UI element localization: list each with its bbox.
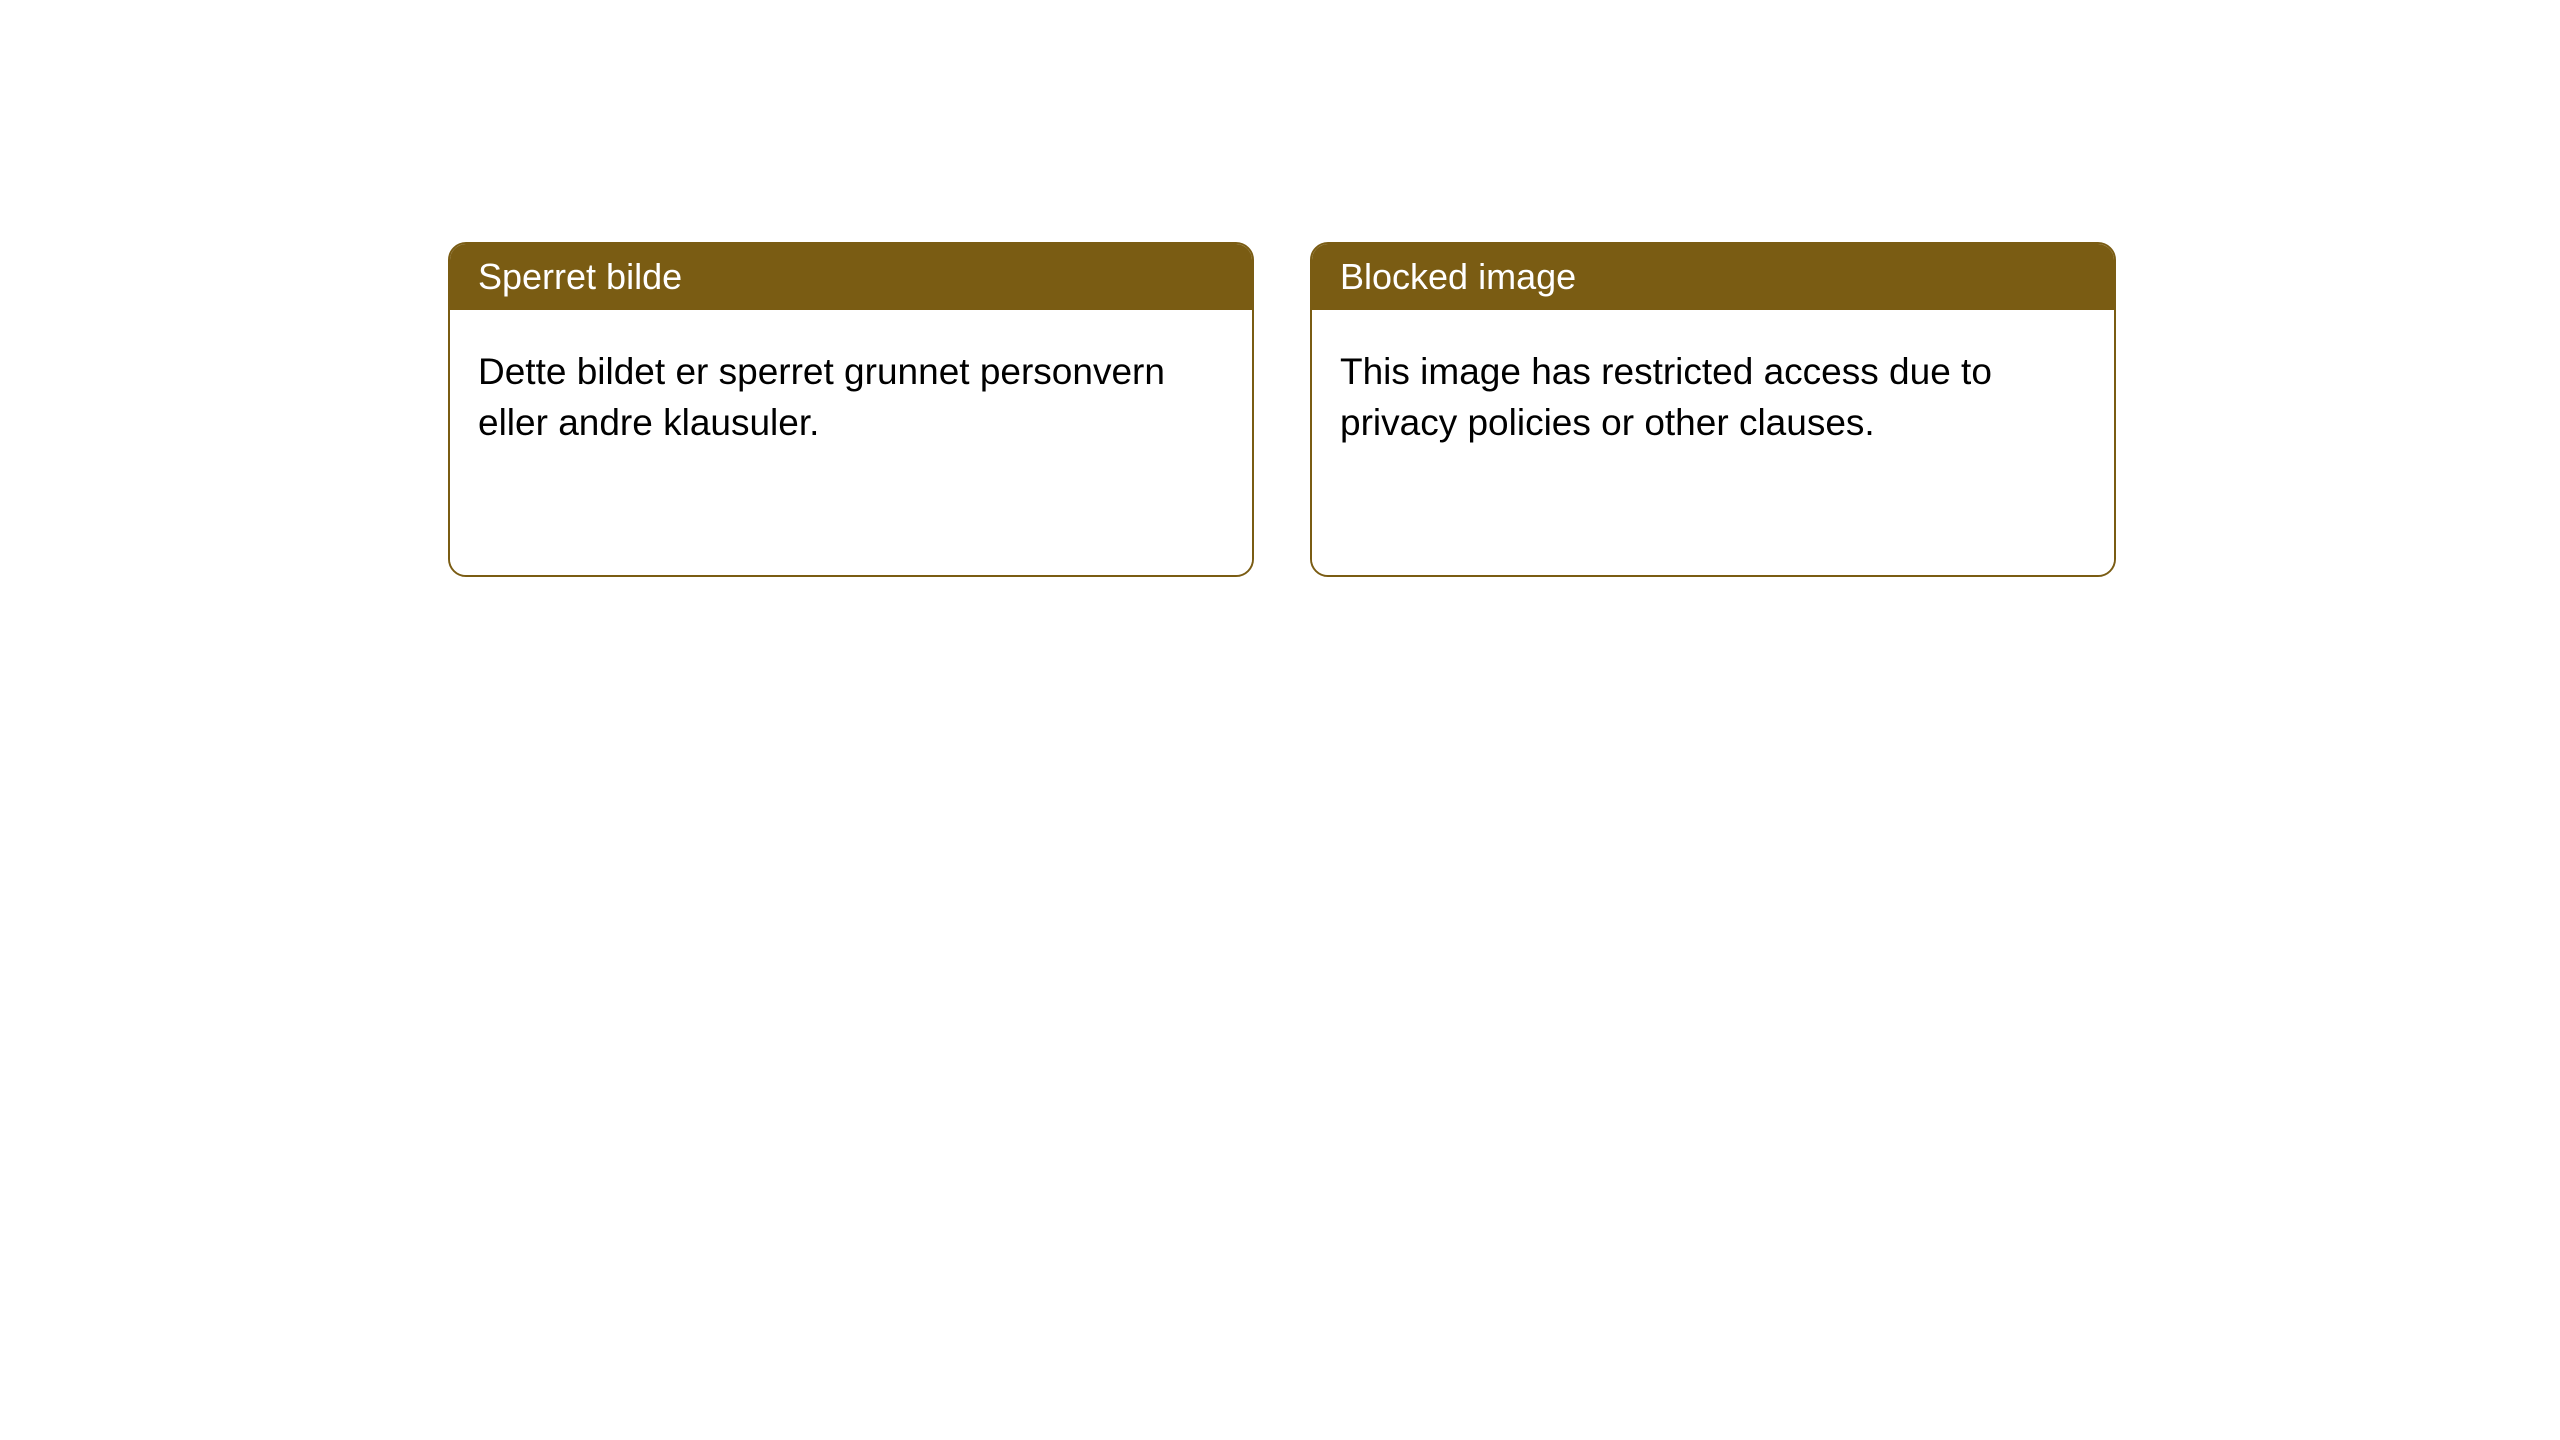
notice-card-norwegian: Sperret bilde Dette bildet er sperret gr… bbox=[448, 242, 1254, 577]
notice-body-text: This image has restricted access due to … bbox=[1312, 310, 2114, 575]
notice-container: Sperret bilde Dette bildet er sperret gr… bbox=[0, 0, 2560, 577]
notice-title: Sperret bilde bbox=[450, 244, 1252, 310]
notice-body-text: Dette bildet er sperret grunnet personve… bbox=[450, 310, 1252, 575]
notice-title: Blocked image bbox=[1312, 244, 2114, 310]
notice-card-english: Blocked image This image has restricted … bbox=[1310, 242, 2116, 577]
